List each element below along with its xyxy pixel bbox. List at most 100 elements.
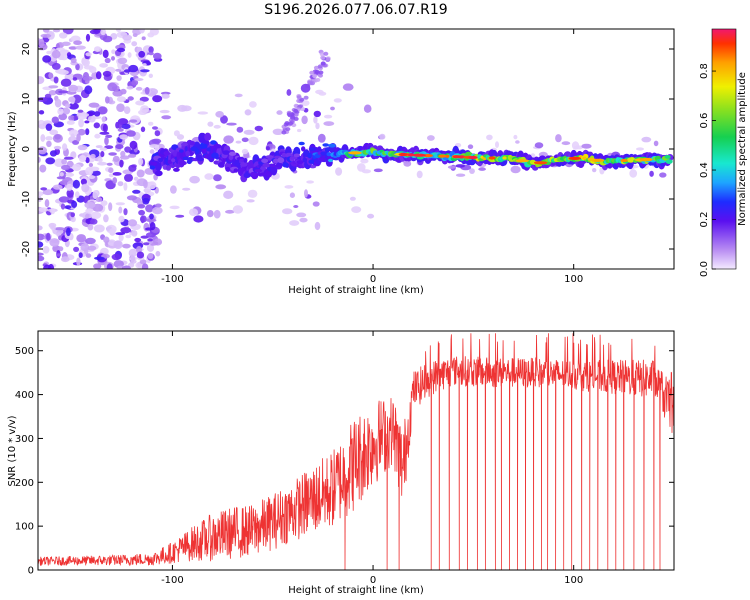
spectrogram-noise-blob — [61, 164, 71, 171]
spectrogram-noise-blob — [293, 108, 299, 113]
spectrogram-xtick-label: 100 — [564, 274, 583, 285]
spectrogram-plot — [38, 29, 674, 269]
spectrogram-noise-blob — [121, 265, 131, 269]
spectrogram-ridge-cell — [298, 141, 305, 146]
spectrogram-noise-blob — [155, 250, 161, 257]
spectrogram-noise-blob — [88, 163, 93, 167]
spectrogram-ridge-cell — [173, 167, 180, 172]
spectrogram-noise-blob — [234, 93, 243, 98]
spectrogram-noise-blob — [357, 163, 366, 172]
spectrogram-noise-blob — [486, 134, 493, 141]
spectrogram-noise-blob — [272, 128, 284, 135]
spectrogram-ridge-cell — [185, 150, 190, 157]
spectrogram-noise-blob — [59, 172, 64, 177]
spectrogram-ridge-cell — [322, 143, 330, 147]
spectrogram-noise-blob — [284, 185, 294, 189]
spectrogram-noise-blob — [51, 62, 61, 70]
spectrogram-noise-blob — [143, 242, 150, 246]
spectrogram-noise-blob — [120, 150, 126, 158]
spectrogram-noise-blob — [49, 238, 60, 247]
snr-xtick-label: 0 — [370, 575, 376, 586]
spectrogram-noise-blob — [145, 232, 156, 238]
spectrogram-noise-blob — [78, 118, 84, 128]
spectrogram-noise-blob — [116, 47, 126, 53]
spectrogram-noise-blob — [58, 90, 68, 94]
spectrogram-noise-blob — [478, 167, 486, 171]
spectrogram-noise-blob — [106, 263, 113, 269]
spectrogram-ridge-cell — [293, 153, 300, 158]
spectrogram-noise-blob — [116, 265, 124, 269]
colorbar — [711, 28, 737, 270]
spectrogram-ridge-cell — [582, 156, 587, 160]
spectrogram-noise-blob — [51, 225, 56, 232]
spectrogram-noise-blob — [416, 170, 423, 179]
spectrogram-noise-blob — [351, 206, 362, 214]
spectrogram-noise-blob — [363, 104, 372, 113]
spectrogram-noise-blob — [115, 29, 122, 32]
spectrogram-noise-blob — [48, 90, 57, 96]
spectrogram-noise-blob — [159, 109, 170, 114]
spectrogram-noise-blob — [213, 124, 221, 129]
spectrogram-noise-blob — [64, 103, 71, 109]
spectrogram-noise-blob — [100, 29, 107, 36]
spectrogram-ridge-cell — [259, 172, 267, 176]
snr-frame — [37, 330, 675, 571]
spectrogram-noise-blob — [379, 133, 386, 140]
spectrogram-noise-blob — [80, 178, 87, 185]
spectrogram-noise-blob — [317, 64, 323, 69]
spectrogram-noise-blob — [66, 227, 71, 237]
colorbar-tick-label: 0.0 — [699, 261, 710, 277]
spectrogram-noise-blob — [72, 179, 80, 189]
spectrogram-ridge-cell — [452, 155, 461, 159]
snr-plot — [38, 333, 674, 570]
spectrogram-noise-blob — [58, 196, 70, 203]
spectrogram-noise-blob — [65, 172, 75, 177]
spectrogram-ridge-cell — [154, 170, 163, 177]
spectrogram-ridge-cell — [273, 158, 279, 164]
snr-series-line — [38, 333, 674, 570]
spectrogram-noise-blob — [102, 70, 112, 77]
spectrogram-noise-blob — [38, 146, 47, 155]
spectrogram-noise-blob — [49, 129, 59, 136]
spectrogram-noise-blob — [40, 33, 52, 38]
spectrogram-ytick-label: 20 — [21, 43, 32, 56]
spectrogram-ytick-label: -20 — [21, 241, 32, 257]
spectrogram-noise-blob — [95, 71, 102, 80]
spectrogram-noise-blob — [335, 167, 343, 176]
spectrogram-noise-blob — [403, 160, 412, 167]
spectrogram-noise-blob — [325, 57, 331, 62]
spectrogram-noise-blob — [467, 144, 474, 149]
spectrogram-noise-blob — [128, 164, 137, 172]
spectrogram-noise-blob — [46, 232, 51, 241]
spectrogram-noise-blob — [84, 201, 96, 209]
spectrogram-noise-blob — [95, 197, 103, 203]
spectrogram-noise-blob — [129, 140, 138, 150]
spectrogram-ridge-cell — [533, 161, 548, 165]
spectrogram-ridge-cell — [328, 158, 333, 163]
spectrogram-noise-blob — [285, 127, 291, 132]
spectrogram-noise-blob — [313, 116, 318, 124]
spectrogram-noise-blob — [169, 205, 180, 210]
colorbar-axis: 0.0 0.2 0.4 0.6 0.8 — [699, 63, 716, 277]
spectrogram-noise-blob — [153, 52, 162, 60]
spectrogram-noise-blob — [247, 189, 258, 198]
spectrogram-noise-blob — [45, 157, 56, 165]
spectrogram-noise-blob — [123, 182, 128, 191]
spectrogram-noise-blob — [44, 93, 52, 99]
spectrogram-noise-blob — [87, 115, 96, 123]
spectrogram-ridge-cell — [225, 166, 231, 172]
spectrogram-ridge-cell — [218, 162, 225, 168]
spectrogram-noise-blob — [143, 188, 152, 193]
spectrogram-noise-blob — [147, 252, 154, 260]
spectrogram-noise-blob — [57, 246, 64, 252]
spectrogram-noise-blob — [455, 173, 466, 177]
colorbar-label: Normalized spectral amplitude — [737, 72, 748, 226]
spectrogram-ridge-cell — [275, 163, 283, 168]
spectrogram-noise-blob — [148, 46, 154, 54]
spectrogram-noise-blob — [111, 253, 121, 261]
spectrogram-noise-blob — [290, 115, 296, 120]
spectrogram-noise-blob — [232, 205, 243, 214]
spectrogram-noise-blob — [48, 85, 59, 89]
spectrogram-ridge-cell — [197, 157, 204, 162]
spectrogram-noise-blob — [154, 203, 162, 208]
